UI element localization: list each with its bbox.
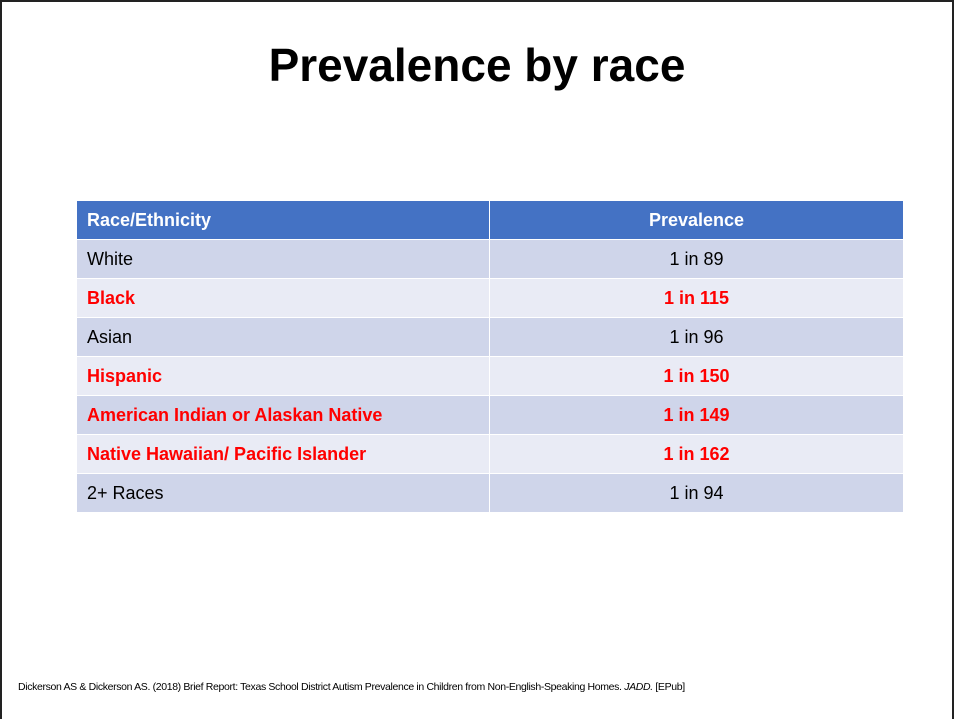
citation-text: Dickerson AS & Dickerson AS. (2018) Brie… bbox=[18, 681, 622, 693]
table-row: White 1 in 89 bbox=[76, 239, 904, 279]
table-cell: 1 in 89 bbox=[489, 239, 904, 279]
table-cell: Hispanic bbox=[76, 356, 490, 396]
table-cell: 1 in 150 bbox=[489, 356, 904, 396]
table-cell: 1 in 96 bbox=[489, 317, 904, 357]
table-cell: Native Hawaiian/ Pacific Islander bbox=[76, 434, 490, 474]
table-row: Hispanic 1 in 150 bbox=[76, 356, 904, 396]
table-cell: Asian bbox=[76, 317, 490, 357]
header-cell: Prevalence bbox=[489, 200, 904, 240]
citation: Dickerson AS & Dickerson AS. (2018) Brie… bbox=[18, 681, 685, 693]
table-cell: 2+ Races bbox=[76, 473, 490, 513]
table-row: 2+ Races 1 in 94 bbox=[76, 473, 904, 513]
table-cell: 1 in 94 bbox=[489, 473, 904, 513]
prevalence-table: Race/Ethnicity Prevalence White 1 in 89 Bla… bbox=[76, 200, 904, 513]
table-cell: 1 in 149 bbox=[489, 395, 904, 435]
table-cell: 1 in 162 bbox=[489, 434, 904, 474]
table-row: Native Hawaiian/ Pacific Islander 1 in 16… bbox=[76, 434, 904, 474]
table-row: American Indian or Alaskan Native 1 in 14… bbox=[76, 395, 904, 435]
citation-note: [EPub] bbox=[655, 681, 685, 693]
table-cell: American Indian or Alaskan Native bbox=[76, 395, 490, 435]
slide-title: Prevalence by race bbox=[268, 39, 686, 91]
table-row: Black 1 in 115 bbox=[76, 278, 904, 318]
header-cell: Race/Ethnicity bbox=[76, 200, 490, 240]
table-header: Race/Ethnicity Prevalence bbox=[76, 200, 904, 240]
table-cell: 1 in 115 bbox=[489, 278, 904, 318]
citation-journal: JADD. bbox=[624, 681, 653, 693]
table-row: Asian 1 in 96 bbox=[76, 317, 904, 357]
table-cell: Black bbox=[76, 278, 490, 318]
table-cell: White bbox=[76, 239, 490, 279]
